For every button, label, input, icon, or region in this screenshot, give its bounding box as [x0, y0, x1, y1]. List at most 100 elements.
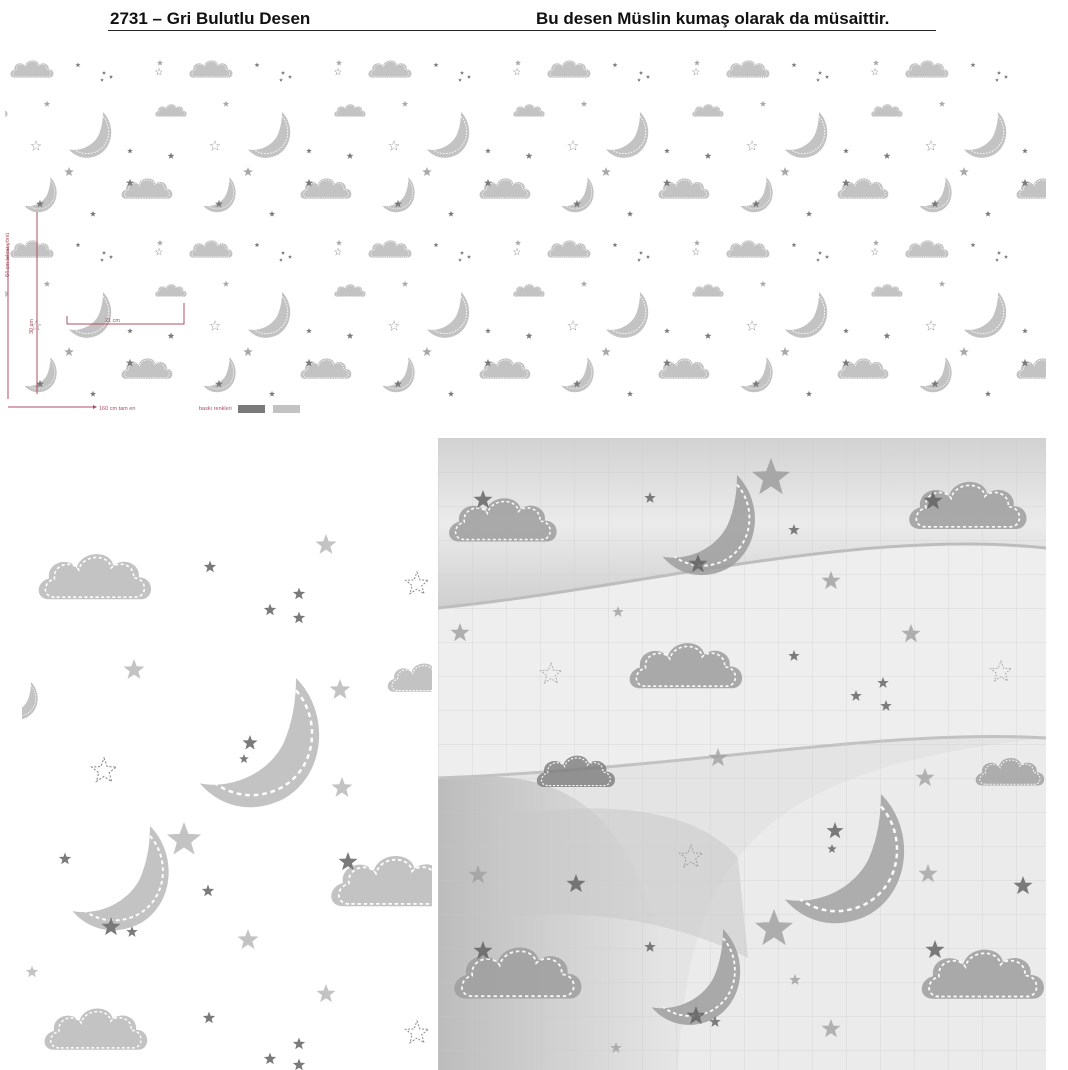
full-width-label: 160 cm tam en — [99, 406, 135, 412]
star-icon — [335, 239, 343, 246]
star-icon — [843, 148, 849, 154]
star-icon — [485, 148, 491, 154]
star-icon — [127, 148, 133, 154]
star-icon — [791, 242, 797, 248]
star-icon — [805, 390, 813, 397]
star-icon — [394, 379, 402, 388]
star-icon — [759, 280, 767, 287]
star-icon — [89, 210, 97, 217]
cloud-icon — [479, 358, 531, 379]
moon-icon — [963, 112, 1007, 158]
star-icon — [101, 70, 107, 75]
star-icon — [931, 199, 939, 208]
star-icon — [805, 210, 813, 217]
star-icon — [401, 280, 409, 287]
star-icon — [292, 1058, 306, 1070]
product-title: 2731 – Gri Bulutlu Desen — [110, 9, 311, 28]
outline-star-icon — [870, 247, 880, 256]
repeat-height-note: 64 cm tekrar yönü — [5, 233, 11, 277]
outline-star-icon — [539, 661, 563, 684]
outline-star-icon — [404, 1019, 430, 1044]
cloud-icon — [454, 947, 582, 999]
cloud-icon — [5, 290, 8, 297]
star-icon — [601, 167, 611, 177]
star-icon — [664, 328, 670, 334]
star-icon — [201, 884, 215, 897]
star-icon — [287, 254, 293, 259]
outline-star-icon — [388, 140, 400, 151]
star-icon — [780, 347, 790, 357]
outline-star-icon — [925, 140, 937, 151]
cloud-icon — [334, 104, 366, 117]
star-icon — [573, 379, 581, 388]
star-icon — [996, 70, 1002, 75]
star-icon — [447, 390, 455, 397]
cloud-icon — [726, 240, 770, 258]
star-icon — [108, 74, 114, 79]
star-icon — [1003, 254, 1009, 259]
star-icon — [780, 167, 790, 177]
star-icon — [816, 258, 820, 262]
star-icon — [89, 390, 97, 397]
cloud-icon — [479, 178, 531, 199]
star-icon — [817, 250, 823, 255]
moon-icon — [199, 678, 320, 808]
star-icon — [612, 242, 618, 248]
star-icon — [938, 100, 946, 107]
cloud-icon — [837, 178, 889, 199]
height-label: 30 cm — [29, 319, 35, 334]
star-icon — [514, 239, 522, 246]
star-icon — [306, 148, 312, 154]
star-icon — [401, 100, 409, 107]
star-icon — [254, 62, 260, 68]
star-icon — [817, 70, 823, 75]
cloud-icon — [1016, 358, 1046, 379]
star-icon — [644, 492, 656, 503]
star-icon — [237, 929, 259, 949]
moon-icon — [919, 357, 952, 393]
star-icon — [268, 390, 276, 397]
moon-icon — [740, 177, 773, 213]
cloud-icon — [692, 104, 724, 117]
star-icon — [338, 852, 358, 871]
outline-star-icon — [925, 320, 937, 331]
moon-icon — [24, 357, 57, 393]
star-icon — [126, 178, 134, 187]
star-icon — [268, 210, 276, 217]
cloud-icon — [547, 60, 591, 78]
star-icon — [329, 679, 351, 699]
moon-icon — [561, 177, 594, 213]
star-icon — [704, 152, 712, 159]
star-icon — [305, 178, 313, 187]
star-icon — [883, 332, 891, 339]
star-icon — [789, 974, 801, 985]
star-icon — [167, 332, 175, 339]
star-icon — [331, 777, 353, 797]
star-icon — [75, 242, 81, 248]
star-icon — [826, 822, 844, 839]
muslin-availability-note: Bu desen Müslin kumaş olarak da müsaitti… — [536, 9, 890, 28]
star-icon — [468, 865, 488, 884]
star-icon — [626, 210, 634, 217]
cloud-icon — [909, 481, 1027, 529]
star-icon — [458, 78, 462, 82]
star-icon — [827, 844, 837, 854]
outline-star-icon — [30, 140, 42, 151]
star-icon — [915, 768, 935, 787]
moon-icon — [662, 475, 755, 576]
star-icon — [167, 152, 175, 159]
star-icon — [959, 347, 969, 357]
star-icon — [156, 59, 164, 66]
star-icon — [688, 554, 708, 573]
muslin-fabric-photo — [438, 438, 1046, 1070]
star-icon — [43, 100, 51, 107]
outline-star-icon — [209, 140, 221, 151]
cloud-icon — [975, 758, 1045, 786]
header-underline — [108, 30, 936, 31]
star-icon — [473, 941, 493, 960]
outline-star-icon — [746, 140, 758, 151]
star-icon — [25, 965, 39, 978]
star-icon — [263, 1052, 277, 1065]
star-icon — [824, 254, 830, 259]
star-icon — [514, 59, 522, 66]
